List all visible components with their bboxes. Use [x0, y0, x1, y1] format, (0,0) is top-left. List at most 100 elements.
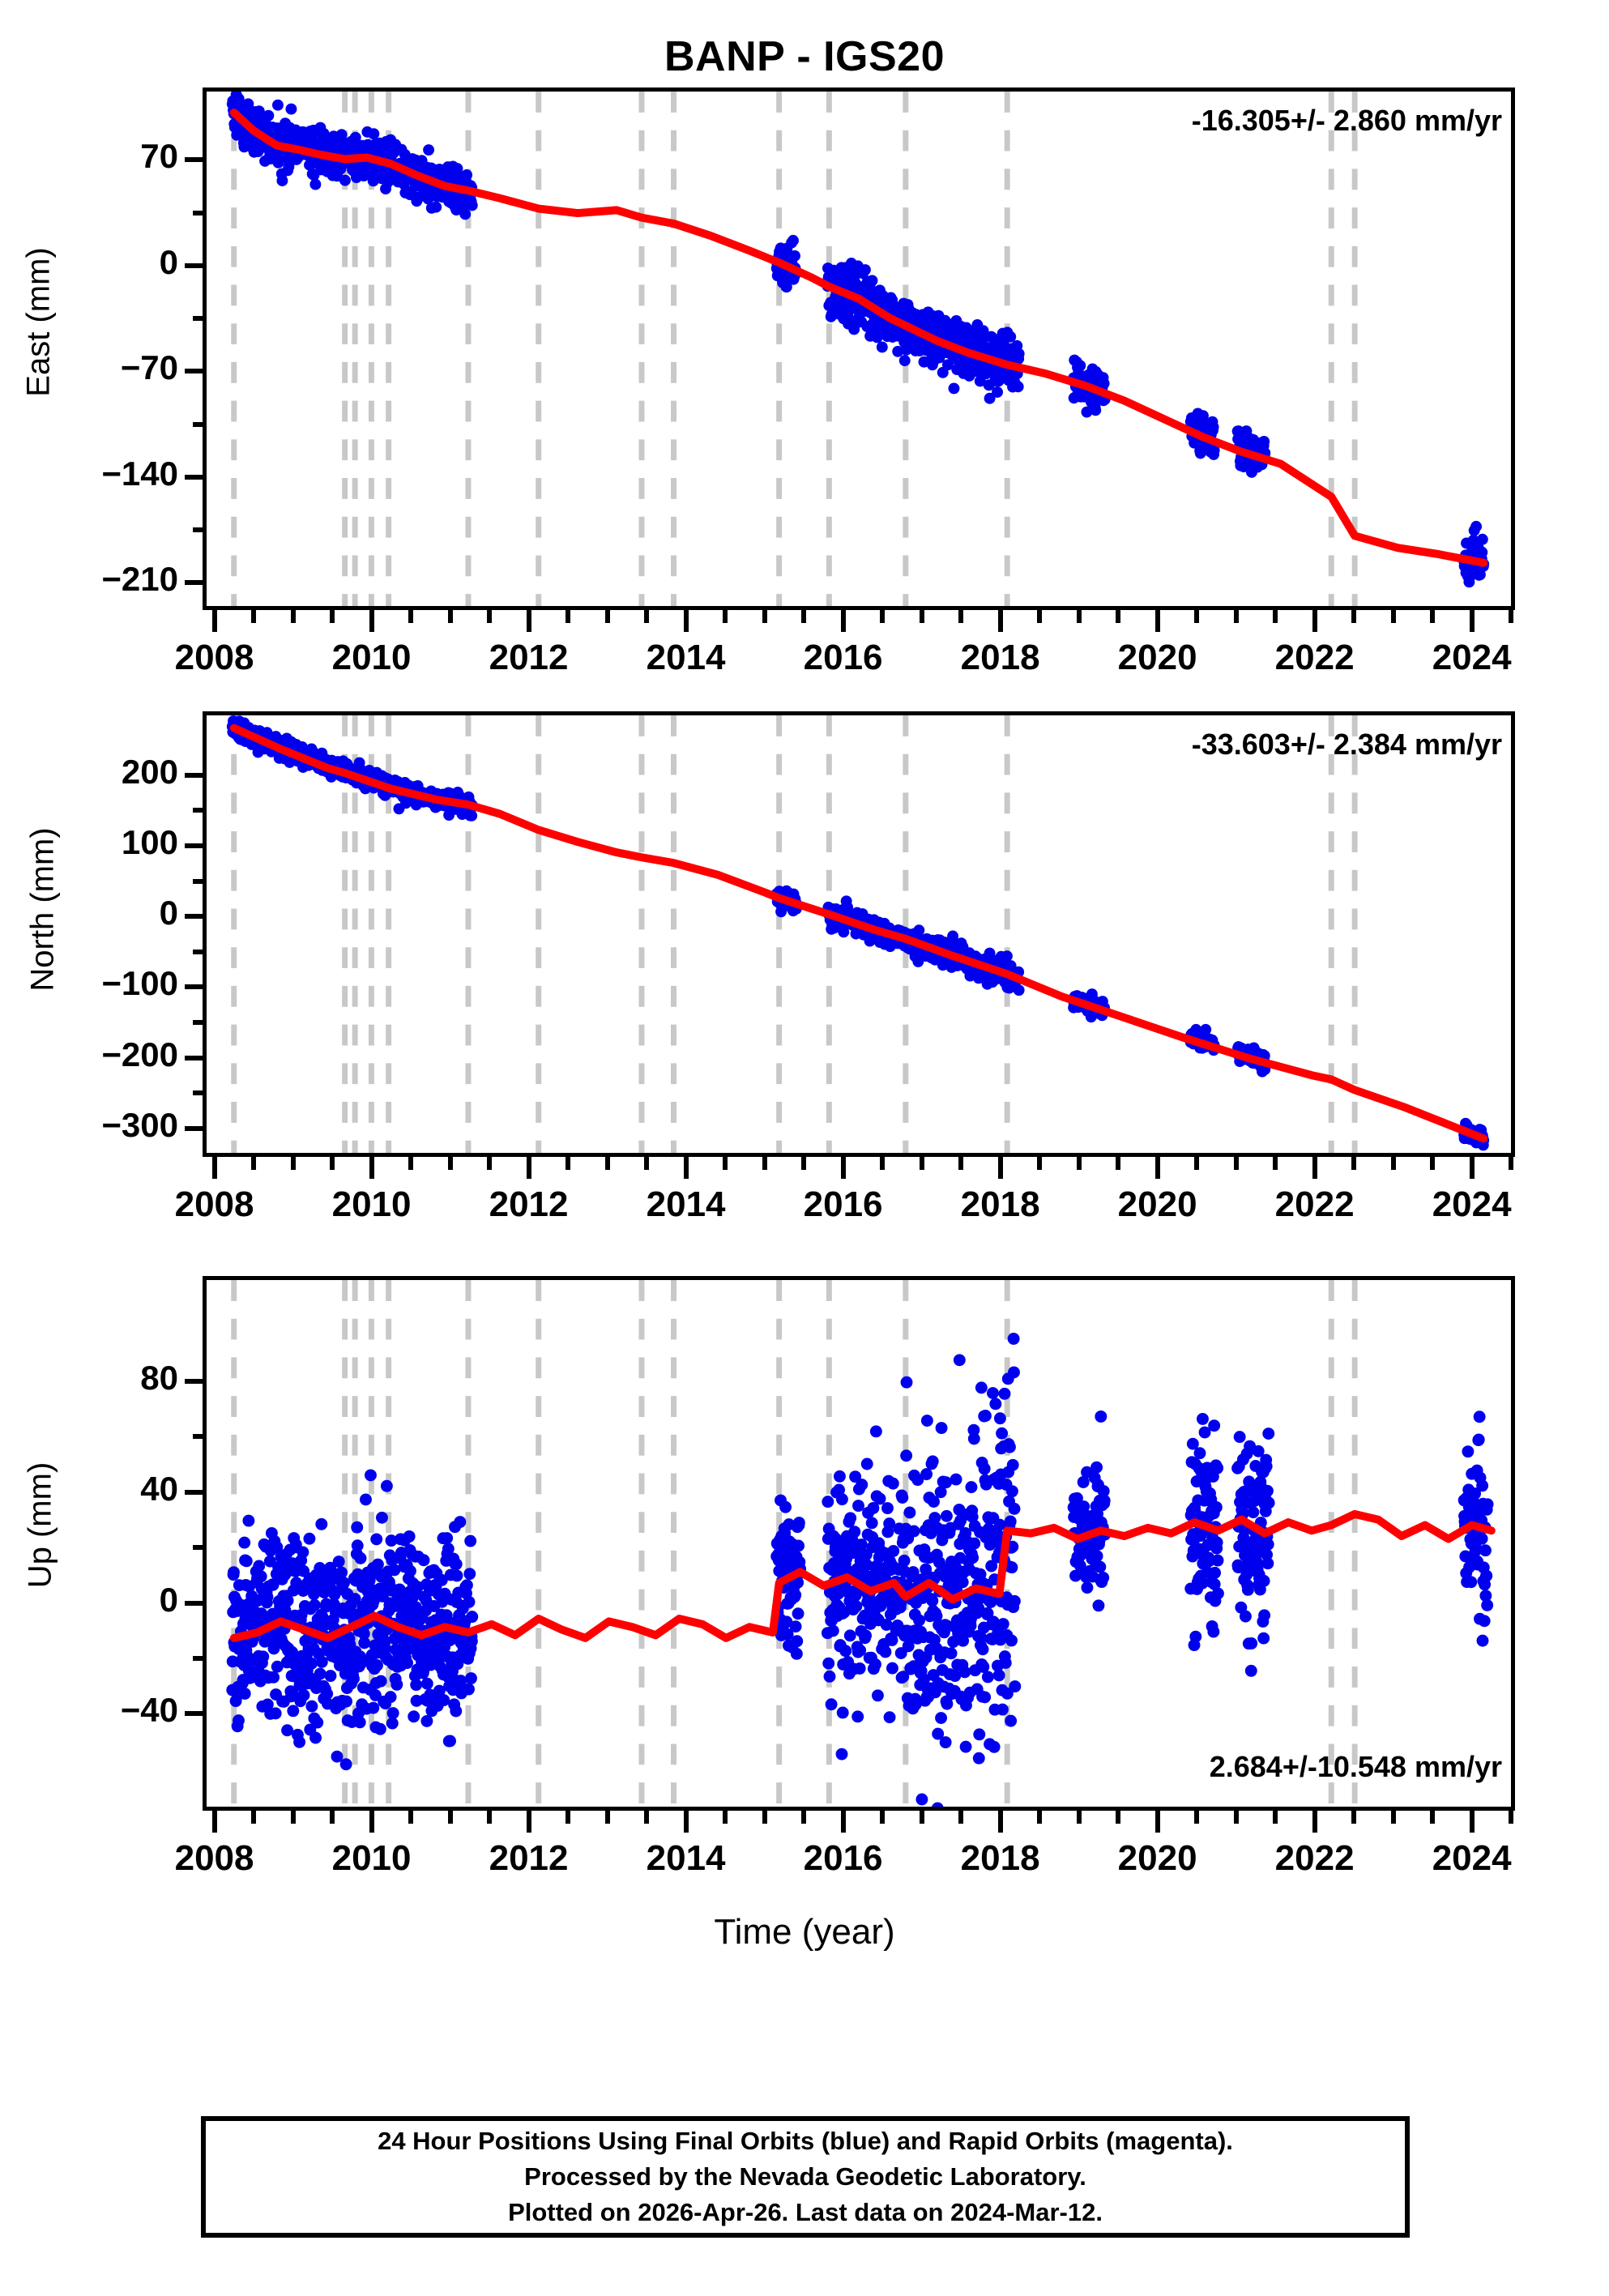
x-tick-mark-minor [1116, 609, 1121, 623]
x-tick-label: 2020 [1117, 1838, 1197, 1878]
y-tick-mark-minor [193, 1545, 206, 1551]
x-tick-label: 2022 [1274, 1184, 1355, 1224]
caption-box: 24 Hour Positions Using Final Orbits (bl… [201, 2116, 1410, 2238]
x-tick-mark-minor [1116, 1810, 1121, 1824]
x-tick-mark-minor [723, 609, 728, 623]
x-tick-mark-major [997, 1156, 1003, 1179]
x-tick-mark-minor [1273, 609, 1278, 623]
x-tick-mark-minor [919, 1810, 924, 1824]
x-tick-mark-minor [1194, 1810, 1200, 1824]
x-tick-mark-minor [1351, 609, 1357, 623]
x-tick-label: 2008 [174, 638, 254, 677]
x-tick-label: 2010 [331, 1838, 412, 1878]
x-tick-mark-major [840, 609, 846, 632]
y-tick-mark-minor [193, 1020, 206, 1026]
y-tick-mark [185, 772, 206, 778]
x-tick-mark-minor [447, 609, 453, 623]
y-tick-label: 80 [140, 1358, 178, 1397]
panel-east: East (mm) 70 0 −70 −140 −210 2008 2010 2012 201… [0, 0, 1609, 677]
x-tick-mark-minor [958, 1156, 964, 1170]
x-tick-mark-minor [644, 1156, 650, 1170]
x-tick-mark-minor [565, 1156, 571, 1170]
x-tick-label: 2016 [803, 1184, 883, 1224]
x-tick-mark-major [1469, 609, 1475, 632]
y-tick-mark [185, 262, 206, 268]
x-tick-mark-major [526, 1156, 531, 1179]
x-tick-mark-major [1154, 1156, 1160, 1179]
x-tick-mark-minor [330, 1810, 335, 1824]
page-title: BANP - IGS20 [664, 33, 945, 80]
y-tick-mark-minor [193, 1434, 206, 1440]
x-tick-label: 2010 [331, 638, 412, 677]
x-tick-mark-minor [565, 1810, 571, 1824]
y-tick-mark-minor [193, 527, 206, 533]
y-tick-label: −70 [120, 348, 178, 387]
x-tick-mark-minor [604, 1810, 610, 1824]
x-tick-mark-minor [408, 1156, 414, 1170]
y-tick-mark [185, 1489, 206, 1495]
rate-annotation-up: 2.684+/-10.548 mm/yr [1209, 1750, 1502, 1783]
x-tick-mark-major [1312, 1156, 1317, 1179]
y-tick-mark [185, 157, 206, 163]
model-trend-line [229, 1509, 1496, 1642]
x-tick-label: 2024 [1432, 1184, 1512, 1224]
x-tick-mark-minor [1509, 1810, 1514, 1824]
plot-area-north [203, 711, 1515, 1157]
x-tick-mark-minor [408, 609, 414, 623]
x-tick-mark-major [1154, 609, 1160, 632]
x-tick-mark-minor [565, 609, 571, 623]
data-points [226, 92, 1490, 588]
x-tick-mark-major [369, 609, 374, 632]
x-tick-mark-minor [251, 1810, 257, 1824]
x-tick-mark-major [1469, 1810, 1475, 1833]
x-tick-mark-minor [1509, 1156, 1514, 1170]
y-tick-mark [185, 1055, 206, 1061]
x-tick-mark-minor [644, 1810, 650, 1824]
x-tick-mark-minor [1509, 609, 1514, 623]
x-tick-mark-minor [447, 1156, 453, 1170]
y-tick-mark-minor [193, 1655, 206, 1661]
y-tick-label: 70 [140, 137, 178, 176]
y-tick-label: 0 [159, 894, 178, 932]
x-tick-label: 2020 [1117, 1184, 1197, 1224]
y-tick-label: 0 [159, 242, 178, 281]
x-tick-mark-major [369, 1810, 374, 1833]
x-tick-label: 2022 [1274, 638, 1355, 677]
x-tick-mark-minor [1037, 1156, 1043, 1170]
x-tick-mark-major [997, 1810, 1003, 1833]
x-tick-mark-minor [1233, 1810, 1239, 1824]
x-tick-mark-minor [880, 609, 886, 623]
x-tick-mark-major [997, 609, 1003, 632]
x-tick-mark-major [1154, 1810, 1160, 1833]
x-tick-mark-minor [919, 609, 924, 623]
x-tick-mark-minor [1233, 609, 1239, 623]
data-points [226, 715, 1490, 1151]
x-tick-mark-minor [1390, 1156, 1396, 1170]
x-tick-mark-minor [330, 609, 335, 623]
x-tick-mark-minor [723, 1810, 728, 1824]
plot-area-up [203, 1276, 1515, 1811]
x-tick-mark-minor [1390, 609, 1396, 623]
y-tick-label: −300 [101, 1106, 178, 1145]
x-tick-mark-major [683, 1810, 689, 1833]
x-tick-mark-minor [958, 1810, 964, 1824]
caption-line-2: Processed by the Nevada Geodetic Laborat… [524, 2162, 1086, 2191]
rate-annotation-east: -16.305+/- 2.860 mm/yr [1191, 104, 1502, 137]
x-tick-label: 2016 [803, 1838, 883, 1878]
y-tick-mark [185, 1600, 206, 1606]
x-tick-mark-minor [880, 1156, 886, 1170]
x-tick-label: 2010 [331, 1184, 412, 1224]
y-tick-mark [185, 474, 206, 480]
x-tick-mark-minor [251, 609, 257, 623]
y-tick-mark [185, 369, 206, 374]
panel-up: Up (mm) 80 40 0 −40 2008 2010 2012 2014 2016 201… [0, 1183, 1609, 1993]
x-tick-label: 2012 [489, 638, 569, 677]
x-tick-mark-major [683, 609, 689, 632]
y-tick-label: 100 [121, 822, 178, 861]
x-tick-mark-minor [447, 1810, 453, 1824]
x-tick-mark-minor [1076, 609, 1082, 623]
x-tick-mark-minor [1351, 1156, 1357, 1170]
x-tick-mark-major [526, 609, 531, 632]
y-tick-label: 0 [159, 1580, 178, 1619]
model-trend-line [229, 723, 1488, 1143]
